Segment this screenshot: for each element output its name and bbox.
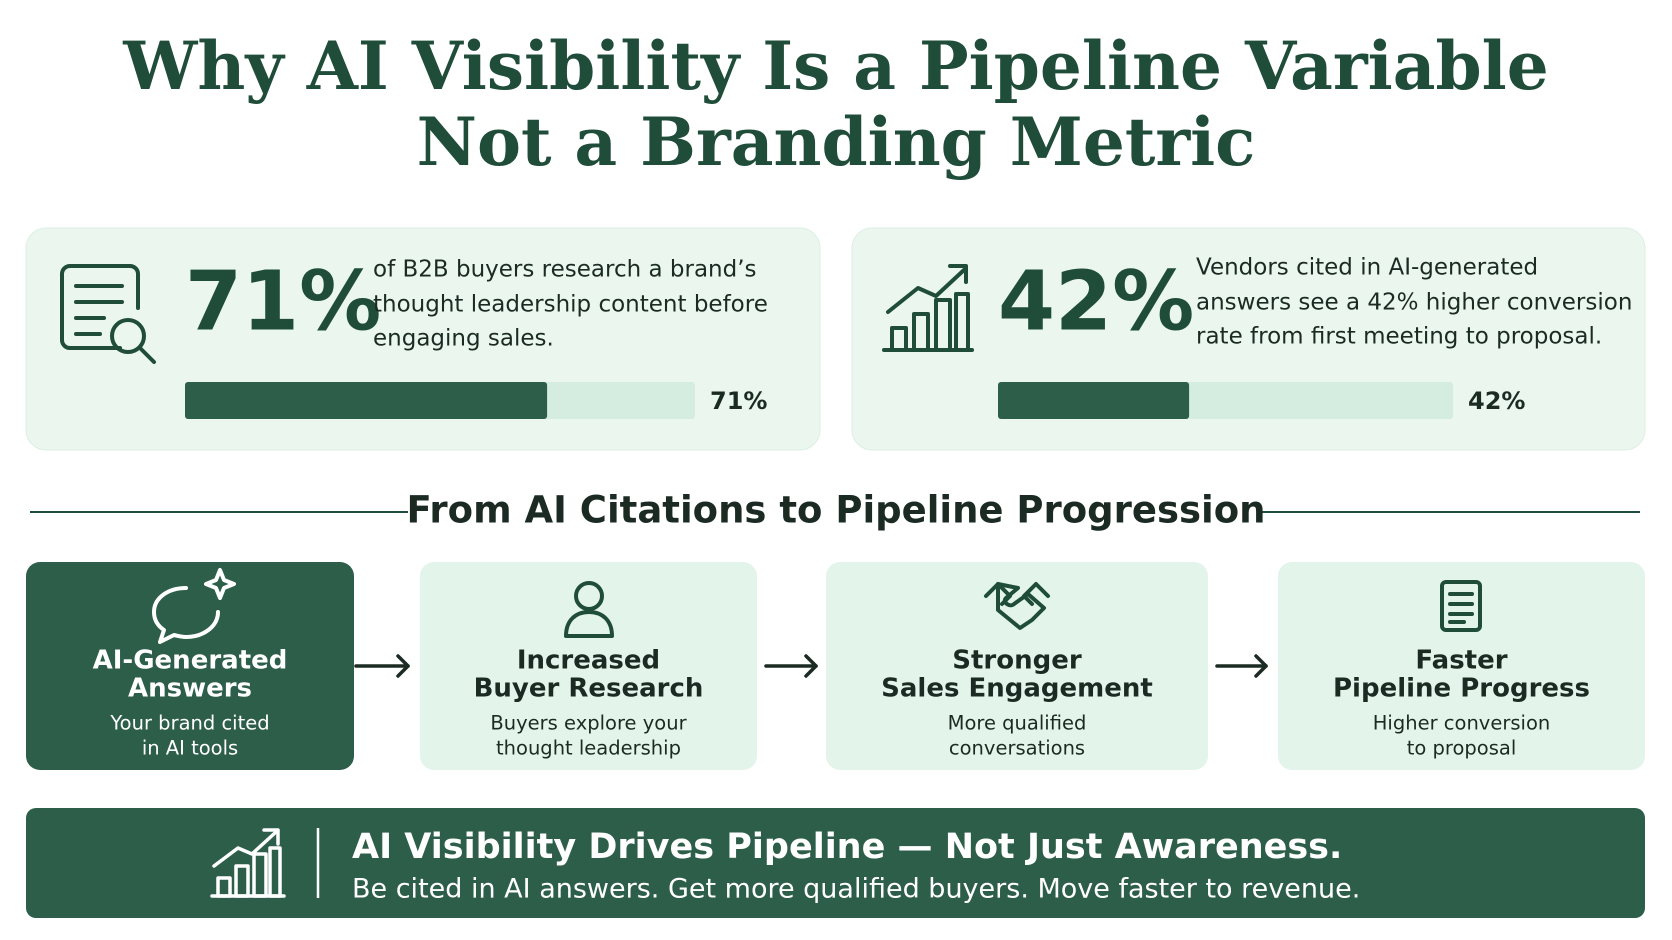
step-text: Higher conversion <box>1373 712 1550 735</box>
stat-text: thought leadership content before <box>373 292 768 318</box>
step-text: thought leadership <box>496 737 681 760</box>
step-title: Answers <box>128 674 252 704</box>
bar-label: 71% <box>710 387 767 415</box>
step-title: Pipeline Progress <box>1333 674 1590 704</box>
step-text: conversations <box>949 737 1085 760</box>
step-title: AI-Generated <box>93 646 288 676</box>
footer-icon <box>210 828 286 898</box>
person-icon <box>564 581 614 638</box>
growth-icon <box>882 264 974 352</box>
section-title: From AI Citations to Pipeline Progressio… <box>407 489 1266 532</box>
bar-fill <box>185 382 548 419</box>
step-title: Faster <box>1415 646 1507 676</box>
step-title: Sales Engagement <box>881 674 1153 704</box>
arrows <box>354 654 1268 678</box>
stat-text: engaging sales. <box>373 326 554 352</box>
step-text: More qualified <box>948 712 1087 735</box>
step-title: Increased <box>517 646 660 676</box>
step-icons <box>152 568 1482 644</box>
footer-headline: AI Visibility Drives Pipeline — Not Just… <box>352 827 1342 867</box>
step-card <box>26 562 354 770</box>
footer-text: Be cited in AI answers. Get more qualifi… <box>352 874 1360 905</box>
step-title: Buyer Research <box>474 674 704 704</box>
footer-banner <box>26 808 1645 918</box>
bar-label: 42% <box>1468 387 1525 415</box>
bar-fill <box>998 382 1190 419</box>
handshake-icon <box>984 582 1050 630</box>
stat-text: Vendors cited in AI-generated <box>1196 255 1538 281</box>
chat-icon <box>152 568 236 644</box>
document-icon <box>1440 580 1482 632</box>
step-card <box>826 562 1208 770</box>
step-card <box>420 562 757 770</box>
step-text: in AI tools <box>142 737 238 760</box>
stat-text: of B2B buyers research a brand’s <box>373 257 757 283</box>
title-line: Why AI Visibility Is a Pipeline Variable <box>122 27 1548 105</box>
stat-text: answers see a 42% higher conversion <box>1196 290 1632 316</box>
title-line: Not a Branding Metric <box>417 103 1256 181</box>
step-card <box>1278 562 1645 770</box>
step-text: to proposal <box>1407 737 1517 760</box>
doc-search-icon <box>60 264 156 364</box>
step-title: Stronger <box>952 646 1082 676</box>
step-text: Buyers explore your <box>490 712 687 735</box>
step-text: Your brand cited <box>109 712 269 735</box>
stat-value: 71% <box>185 254 381 349</box>
stat-value: 42% <box>998 254 1194 349</box>
stat-text: rate from first meeting to proposal. <box>1196 324 1602 350</box>
